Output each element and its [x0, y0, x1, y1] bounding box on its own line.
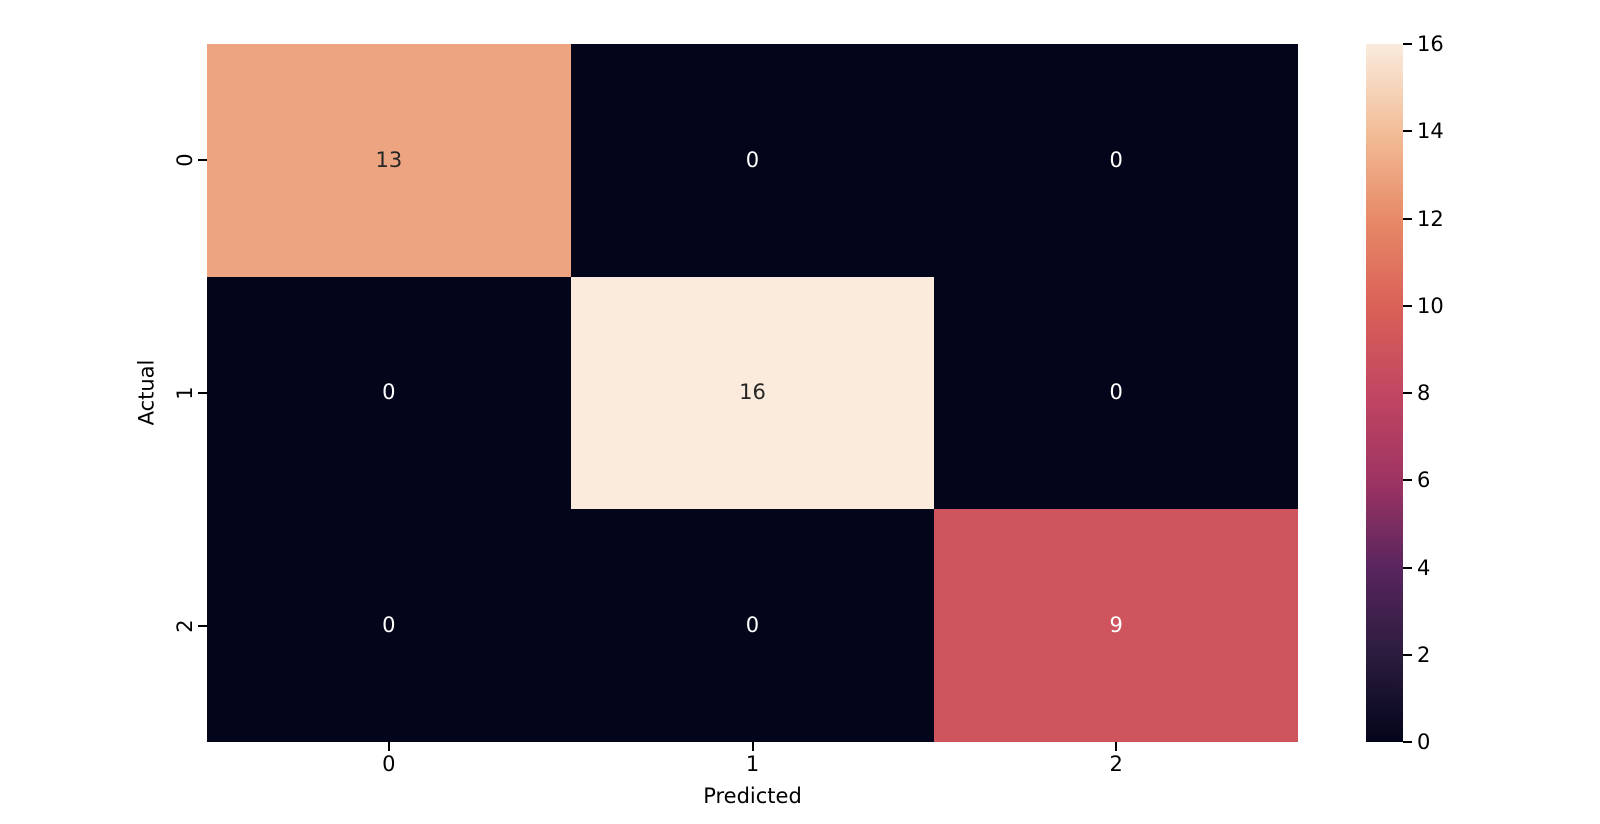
heatmap-cell: 13 — [207, 44, 571, 277]
heatmap-cell: 0 — [934, 44, 1298, 277]
colorbar-tick-mark — [1403, 653, 1412, 656]
heatmap-cell: 9 — [934, 509, 1298, 742]
y-tick-mark — [198, 159, 207, 162]
colorbar-tick-label: 10 — [1417, 293, 1444, 318]
y-tick-label: 0 — [173, 153, 197, 168]
colorbar-tick-label: 14 — [1417, 119, 1444, 144]
cell-annotation: 0 — [382, 380, 396, 405]
colorbar-tick-mark — [1403, 304, 1412, 307]
heatmap-cell: 0 — [207, 509, 571, 742]
colorbar-tick-label: 2 — [1417, 642, 1431, 667]
colorbar-gradient — [1366, 44, 1403, 742]
cell-annotation: 13 — [375, 147, 403, 172]
x-axis-label: Predicted — [703, 784, 802, 808]
cell-annotation: 9 — [1109, 613, 1123, 638]
colorbar-tick-label: 16 — [1417, 32, 1444, 56]
colorbar-tick-label: 12 — [1417, 206, 1444, 231]
heatmap-cell: 0 — [570, 509, 935, 742]
cell-annotation: 0 — [1109, 147, 1123, 172]
cell-annotation: 0 — [745, 613, 760, 638]
colorbar-tick-mark — [1403, 43, 1412, 45]
y-axis-label: Actual — [134, 359, 159, 426]
y-tick-mark — [198, 624, 207, 627]
heatmap-cell: 0 — [934, 276, 1298, 510]
x-tick-mark — [751, 742, 754, 751]
heatmap-cell: 16 — [570, 276, 935, 510]
heatmap: 13 0 0 0 16 0 0 0 9 — [207, 44, 1298, 742]
heatmap-cell: 0 — [207, 276, 571, 510]
colorbar-tick-mark — [1403, 130, 1412, 133]
x-tick-label: 1 — [745, 752, 760, 776]
colorbar-tick-mark — [1403, 566, 1412, 569]
x-tick-mark — [1115, 742, 1118, 751]
cell-annotation: 16 — [739, 380, 766, 405]
colorbar-tick-mark — [1403, 392, 1412, 394]
x-tick-label: 0 — [382, 752, 396, 776]
y-tick-label: 1 — [173, 386, 197, 400]
y-tick-mark — [198, 392, 207, 394]
cell-annotation: 0 — [745, 147, 760, 172]
cell-annotation: 0 — [382, 613, 396, 638]
colorbar-tick-mark — [1403, 479, 1412, 482]
colorbar-tick-mark — [1403, 217, 1412, 220]
heatmap-cell: 0 — [570, 44, 935, 277]
colorbar-tick-label: 0 — [1417, 730, 1431, 754]
cell-annotation: 0 — [1109, 380, 1123, 405]
colorbar-tick-label: 4 — [1417, 555, 1431, 580]
colorbar-tick-label: 8 — [1417, 381, 1431, 405]
x-tick-label: 2 — [1109, 752, 1123, 776]
colorbar-tick-mark — [1403, 741, 1412, 743]
x-tick-mark — [387, 742, 390, 751]
y-tick-label: 2 — [173, 618, 197, 633]
colorbar-tick-label: 6 — [1417, 468, 1431, 493]
